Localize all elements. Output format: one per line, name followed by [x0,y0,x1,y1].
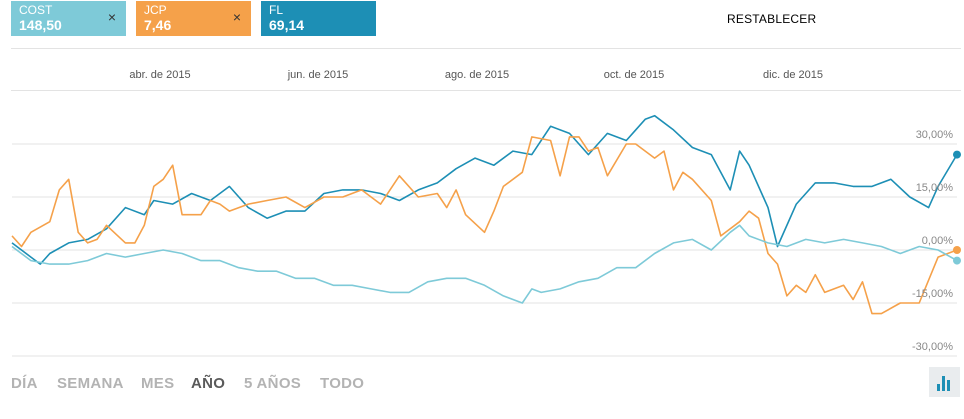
series-line-jcp [11,136,958,315]
range-5-years[interactable]: 5 AÑOS [244,375,302,392]
x-tick-label: dic. de 2015 [763,69,823,81]
range-year[interactable]: AÑO [191,375,226,392]
reset-button[interactable]: RESTABLECER [727,12,817,26]
x-tick-label: jun. de 2015 [287,69,349,81]
chip-value: 7,46 [144,17,172,33]
chip-fl[interactable]: FL 69,14 [261,1,376,36]
range-month[interactable]: MES [141,375,175,392]
chip-jcp[interactable]: JCP 7,46 × [136,1,251,36]
y-tick-label: 30,00% [916,129,954,141]
range-all[interactable]: TODO [320,375,365,392]
x-tick-label: abr. de 2015 [129,69,190,81]
close-icon[interactable]: × [107,9,116,25]
chip-symbol: COST [19,3,53,17]
series-end-marker-cost [953,256,961,265]
series-line-cost [11,224,958,304]
chip-value: 148,50 [19,17,62,33]
chip-value: 69,14 [269,17,305,33]
bar-chart-icon [937,376,950,391]
chart-type-button[interactable] [929,367,960,397]
chip-symbol: JCP [144,3,167,17]
axis-divider [11,90,961,91]
range-day[interactable]: DÍA [11,375,38,392]
chip-cost[interactable]: COST 148,50 × [11,1,126,36]
x-tick-label: ago. de 2015 [445,69,509,81]
range-week[interactable]: SEMANA [57,375,124,392]
header-divider [11,48,961,49]
y-tick-label: 0,00% [922,235,953,247]
series-end-marker-fl [953,150,961,159]
close-icon[interactable]: × [232,9,241,25]
chip-symbol: FL [269,3,284,17]
y-tick-label: -15,00% [912,288,953,300]
y-tick-label: -30,00% [912,341,953,353]
x-tick-label: oct. de 2015 [604,69,665,81]
y-tick-label: 15,00% [916,182,954,194]
series-end-marker-jcp [953,246,961,254]
series-line-fl [11,114,958,265]
